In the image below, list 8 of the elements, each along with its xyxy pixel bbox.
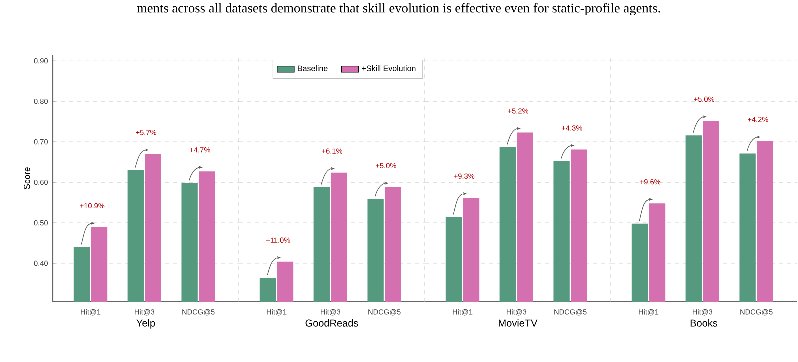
- x-axis-title: MovieTV: [499, 320, 538, 327]
- x-axis-title: Books: [690, 320, 718, 327]
- legend-label: Baseline: [298, 66, 328, 72]
- x-axis-title: Yelp: [136, 320, 156, 329]
- y-axis-title: Score: [24, 168, 30, 190]
- text: ments across all datasets demonstrate that skill evolution is effective even for static-profile agents.: [137, 3, 660, 16]
- x-axis-title: GoodReads: [306, 320, 358, 327]
- legend-label: +Skill Evolution: [362, 66, 416, 72]
